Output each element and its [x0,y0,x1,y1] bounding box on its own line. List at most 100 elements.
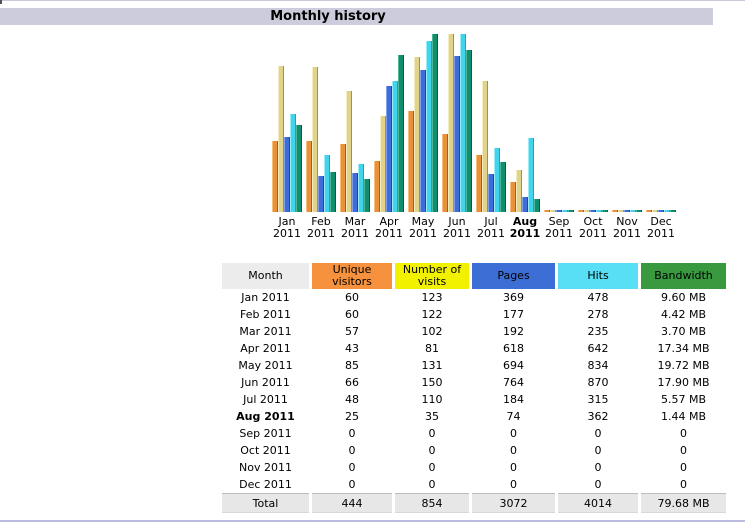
table-row-nov-2011: Nov 2011 0 0 0 0 0 [222,459,726,476]
month-label-oct-2011: Oct 2011 [579,215,607,240]
bar-pages-jul-2011 [488,174,494,212]
table-row-oct-2011: Oct 2011 0 0 0 0 0 [222,442,726,459]
bar-bandwidth-mb-jun-2011 [466,50,472,212]
value-cell-hits: 235 [558,323,638,340]
table-row-apr-2011: Apr 2011 43 81 618 642 17.34 MB [222,340,726,357]
total-value-hits: 4014 [558,493,638,513]
total-value-number-of-visits: 854 [395,493,469,513]
bar-hits-nov-2011 [630,210,636,212]
month-label-jul-2011: Jul 2011 [477,215,505,240]
value-cell-pages: 184 [472,391,555,408]
value-cell-unique-visitors: 60 [312,306,392,323]
bar-pages-nov-2011 [624,210,630,212]
month-cell: Dec 2011 [222,476,309,493]
value-cell-hits: 0 [558,476,638,493]
value-cell-pages: 74 [472,408,555,425]
value-cell-hits: 0 [558,442,638,459]
value-cell-pages: 192 [472,323,555,340]
month-cell: Feb 2011 [222,306,309,323]
value-cell-unique-visitors: 0 [312,459,392,476]
value-cell-unique-visitors: 60 [312,289,392,306]
bar-number-of-visits-mar-2011 [346,91,352,212]
bar-number-of-visits-apr-2011 [380,116,386,212]
value-cell-number-of-visits: 131 [395,357,469,374]
bar-bandwidth-mb-nov-2011 [636,210,642,212]
table-row-may-2011: May 2011 85 131 694 834 19.72 MB [222,357,726,374]
column-header-pages: Pages [472,263,555,289]
value-cell-hits: 0 [558,425,638,442]
value-cell-hits: 642 [558,340,638,357]
bar-number-of-visits-feb-2011 [312,67,318,212]
bar-bandwidth-mb-dec-2011 [670,210,676,212]
frame-corner [0,0,2,4]
value-cell-pages: 177 [472,306,555,323]
value-cell-number-of-visits: 102 [395,323,469,340]
value-cell-number-of-visits: 35 [395,408,469,425]
month-label-dec-2011: Dec 2011 [647,215,675,240]
bar-bandwidth-mb-oct-2011 [602,210,608,212]
column-header-unique-visitors: Unique visitors [312,263,392,289]
value-cell-bandwidth: 0 [641,476,726,493]
bar-bandwidth-mb-aug-2011 [534,199,540,212]
column-header-bandwidth: Bandwidth [641,263,726,289]
bar-unique-visitors-jul-2011 [476,155,482,212]
bar-pages-jun-2011 [454,56,460,212]
month-label-aug-2011: Aug 2011 [509,215,541,240]
value-cell-bandwidth: 17.34 MB [641,340,726,357]
bar-hits-dec-2011 [664,210,670,212]
value-cell-bandwidth: 4.42 MB [641,306,726,323]
bar-pages-sep-2011 [556,210,562,212]
value-cell-unique-visitors: 43 [312,340,392,357]
value-cell-pages: 0 [472,425,555,442]
value-cell-pages: 618 [472,340,555,357]
bar-number-of-visits-oct-2011 [584,210,590,212]
bar-number-of-visits-may-2011 [414,57,420,212]
bar-hits-feb-2011 [324,155,330,212]
value-cell-bandwidth: 1.44 MB [641,408,726,425]
bar-pages-may-2011 [420,70,426,212]
bar-hits-sep-2011 [562,210,568,212]
month-label-apr-2011: Apr 2011 [375,215,403,240]
value-cell-unique-visitors: 0 [312,476,392,493]
bar-unique-visitors-may-2011 [408,111,414,212]
table-row-jul-2011: Jul 2011 48 110 184 315 5.57 MB [222,391,726,408]
month-label-sep-2011: Sep 2011 [545,215,573,240]
value-cell-number-of-visits: 110 [395,391,469,408]
value-cell-number-of-visits: 0 [395,459,469,476]
table-row-jun-2011: Jun 2011 66 150 764 870 17.90 MB [222,374,726,391]
value-cell-pages: 0 [472,476,555,493]
bar-unique-visitors-aug-2011 [510,182,516,212]
month-cell: Nov 2011 [222,459,309,476]
value-cell-pages: 369 [472,289,555,306]
value-cell-number-of-visits: 150 [395,374,469,391]
month-label-mar-2011: Mar 2011 [341,215,369,240]
value-cell-unique-visitors: 66 [312,374,392,391]
bar-hits-may-2011 [426,41,432,212]
column-header-number-of-visits: Number of visits [395,263,469,289]
value-cell-hits: 834 [558,357,638,374]
bar-hits-apr-2011 [392,81,398,212]
value-cell-number-of-visits: 123 [395,289,469,306]
column-header-hits: Hits [558,263,638,289]
value-cell-bandwidth: 0 [641,425,726,442]
bar-number-of-visits-aug-2011 [516,170,522,212]
month-label-nov-2011: Nov 2011 [613,215,641,240]
month-label-feb-2011: Feb 2011 [307,215,335,240]
month-cell: Jul 2011 [222,391,309,408]
bar-bandwidth-mb-apr-2011 [398,55,404,212]
bar-pages-oct-2011 [590,210,596,212]
bar-hits-jun-2011 [460,34,466,212]
value-cell-unique-visitors: 57 [312,323,392,340]
bar-hits-aug-2011 [528,138,534,212]
bar-number-of-visits-jan-2011 [278,66,284,212]
value-cell-hits: 315 [558,391,638,408]
table-row-mar-2011: Mar 2011 57 102 192 235 3.70 MB [222,323,726,340]
month-cell: Jan 2011 [222,289,309,306]
section-title-bar: Monthly history [0,8,713,25]
value-cell-bandwidth: 3.70 MB [641,323,726,340]
total-value-unique-visitors: 444 [312,493,392,513]
value-cell-hits: 870 [558,374,638,391]
value-cell-bandwidth: 0 [641,459,726,476]
bar-unique-visitors-jun-2011 [442,134,448,212]
